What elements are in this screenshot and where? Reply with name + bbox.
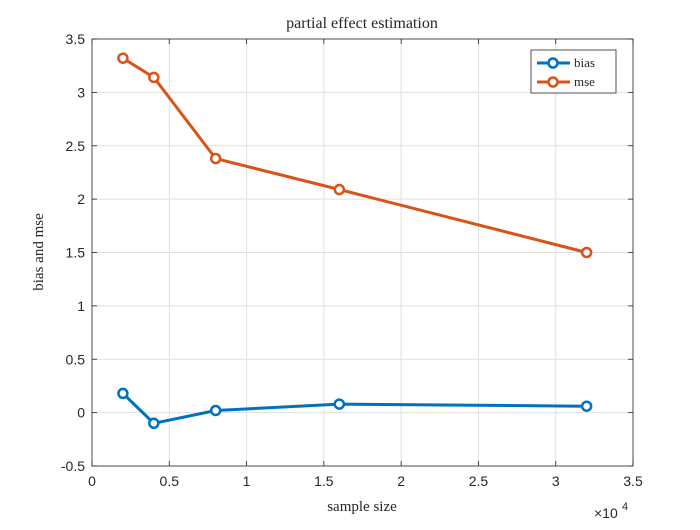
data-point-bias [148, 417, 160, 430]
y-tick-label: -0.5 [61, 458, 85, 474]
y-tick-label: 2.5 [66, 138, 86, 154]
legend: bias mse [530, 49, 617, 94]
y-tick-label: 0 [77, 405, 85, 421]
x-axis-label: sample size [327, 499, 397, 515]
x-tick-label: 3 [552, 473, 560, 489]
x-tick-label: 3.5 [623, 473, 643, 489]
legend-box [530, 49, 617, 94]
data-point-mse [580, 246, 593, 259]
data-point-bias [333, 398, 346, 410]
data-point-bias [209, 404, 222, 417]
x-tick-label: 0 [88, 473, 96, 489]
data-point-mse [209, 152, 222, 165]
x-tick-label: 1 [243, 473, 251, 489]
legend-bias-label: bias [574, 55, 595, 70]
y-axis-label: bias and mse [31, 213, 47, 291]
chart-title: partial effect estimation [286, 15, 438, 32]
y-tick-label: 3 [77, 84, 85, 100]
y-tick-label: 3.5 [66, 31, 86, 47]
data-point-mse [333, 183, 346, 196]
y-tick-label: 1.5 [66, 245, 86, 261]
x-tick-label: 2 [397, 473, 405, 489]
y-tick-label: 0.5 [66, 351, 86, 367]
x-tick-label: 2.5 [469, 473, 489, 489]
series-layer [117, 52, 593, 430]
y-tick-label: 2 [77, 191, 85, 207]
legend-bias-marker [547, 57, 559, 69]
data-point-bias [580, 400, 593, 412]
data-point-bias [117, 387, 129, 400]
data-point-mse [117, 52, 129, 64]
ticks: 0 0.5 1 1.5 2 2.5 3 3.5-0.500.511.522.533.5 [61, 31, 643, 489]
x-exponent-power: 4 [622, 501, 628, 513]
data-point-mse [148, 71, 160, 84]
legend-mse-label: mse [574, 74, 595, 89]
x-exponent-label: ×10 4 [594, 501, 628, 521]
x-tick-label: 1.5 [314, 473, 334, 489]
x-exponent-base: ×10 [594, 505, 618, 521]
y-tick-label: 1 [77, 298, 85, 314]
legend-mse-marker [547, 76, 559, 88]
x-tick-label: 0.5 [160, 473, 180, 489]
